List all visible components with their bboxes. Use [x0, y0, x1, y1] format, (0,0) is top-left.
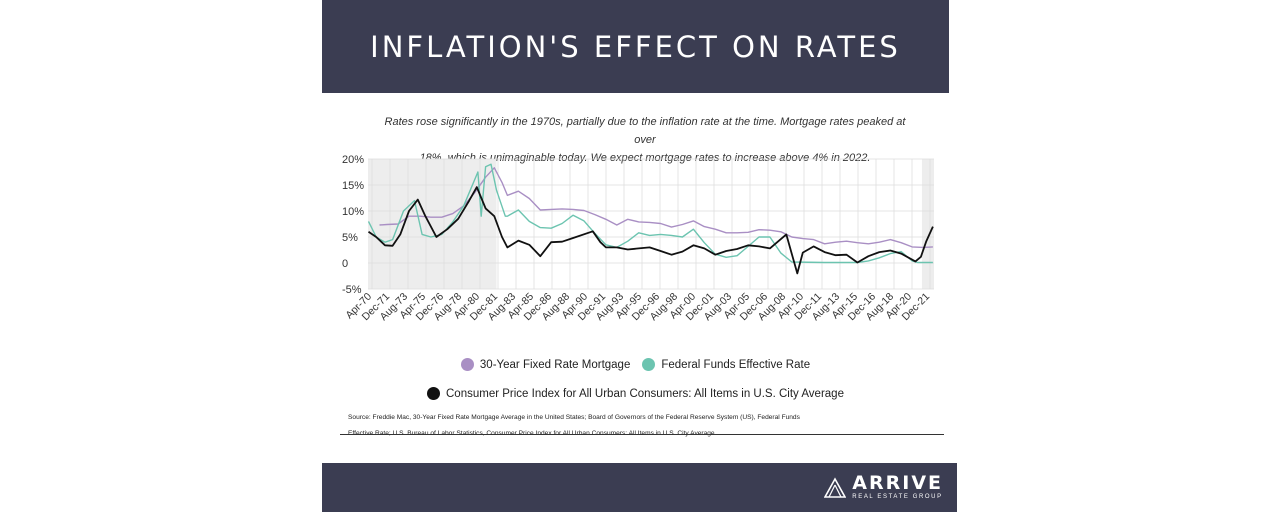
legend-cpi-label: Consumer Price Index for All Urban Consu…	[446, 387, 844, 400]
page-title: INFLATION'S EFFECT ON RATES	[370, 29, 901, 64]
rates-line-chart: 20%15%10%5%0-5%Apr-70Dec-71Aug-73Apr-75D…	[342, 154, 934, 323]
source-line-2: Effective Rate; U.S. Bureau of Labor Sta…	[348, 426, 943, 442]
brand-name: ARRIVE	[852, 472, 943, 494]
legend-fedfunds-label: Federal Funds Effective Rate	[661, 358, 811, 371]
cpi-line	[367, 186, 934, 275]
legend-cpi-swatch	[427, 387, 440, 400]
brand-tagline: REAL ESTATE GROUP	[852, 494, 943, 500]
y-tick-label: 15%	[342, 180, 364, 192]
source-divider	[340, 434, 944, 435]
legend-mortgage: 30-Year Fixed Rate Mortgage	[460, 358, 631, 371]
brand-logo: ARRIVE REAL ESTATE GROUP	[824, 474, 943, 501]
fedfunds-line	[367, 163, 933, 264]
y-tick-label: 0	[342, 258, 348, 270]
subtitle-line-1: Rates rose significantly in the 1970s, p…	[384, 116, 906, 146]
legend-fedfunds-swatch	[642, 358, 656, 371]
legend-mortgage-swatch	[460, 358, 474, 371]
source-line-1: Source: Freddie Mac, 30-Year Fixed Rate …	[348, 414, 800, 421]
triangle-logo-icon	[824, 476, 847, 498]
legend-row-2: Consumer Price Index for All Urban Consu…	[322, 387, 949, 400]
header-banner: INFLATION'S EFFECT ON RATES	[322, 0, 949, 93]
legend-mortgage-label: 30-Year Fixed Rate Mortgage	[479, 358, 631, 371]
legend-fedfunds: Federal Funds Effective Rate	[642, 358, 810, 371]
y-tick-label: -5%	[342, 284, 362, 296]
legend-row-1: 30-Year Fixed Rate Mortgage Federal Fund…	[322, 358, 949, 371]
footer-banner: ARRIVE REAL ESTATE GROUP	[322, 463, 957, 512]
shaded-range-1	[921, 159, 934, 289]
chart-subtitle: Rates rose significantly in the 1970s, p…	[380, 113, 910, 167]
subtitle-line-2: 18%, which is unimaginable today. We exp…	[419, 152, 871, 164]
y-tick-label: 10%	[342, 206, 364, 218]
source-note: Source: Freddie Mac, 30-Year Fixed Rate …	[348, 410, 943, 442]
y-tick-label: 5%	[342, 232, 358, 244]
y-tick-label: 20%	[342, 154, 364, 166]
legend-cpi: Consumer Price Index for All Urban Consu…	[427, 387, 844, 400]
